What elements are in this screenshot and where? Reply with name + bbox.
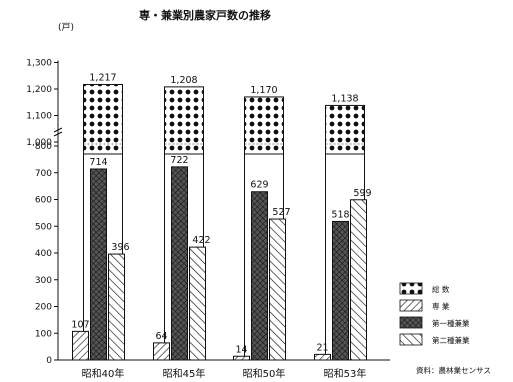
legend-label-total: 総 数	[432, 284, 450, 294]
data-label-total: 1,217	[89, 72, 116, 83]
y-tick-label: 0	[46, 356, 52, 366]
y-tick-label: 100	[35, 329, 52, 339]
axis-break-mark	[53, 131, 63, 137]
bar-total	[325, 104, 365, 155]
y-tick-label: 1,100	[26, 112, 52, 122]
legend-swatch-type1	[399, 316, 423, 329]
data-label-type2-part-time: 527	[272, 207, 290, 218]
data-label-full-time: 107	[71, 319, 89, 330]
y-tick-label: 600	[35, 196, 52, 206]
x-axis: 昭和40年 昭和45年 昭和50年 昭和53年	[82, 367, 367, 380]
y-tick-label: 200	[35, 303, 52, 313]
y-tick-label: 1,000	[26, 138, 52, 148]
x-tick-label: 昭和40年	[82, 367, 125, 380]
data-label-type2-part-time: 599	[353, 188, 371, 199]
x-tick-label: 昭和53年	[324, 367, 367, 380]
source-note: 資料：農林業センサス	[416, 365, 491, 375]
data-label-total: 1,138	[331, 93, 358, 104]
bar-full-time	[233, 355, 250, 361]
data-label-full-time: 64	[155, 331, 167, 342]
axis-break-mark	[53, 127, 63, 133]
legend-label-type1: 第一種兼業	[432, 318, 470, 328]
legend-label-full-time: 専 業	[432, 301, 450, 311]
bar-type2-part-time	[350, 199, 367, 361]
y-tick-label: 500	[35, 222, 52, 232]
bar-full-time	[153, 342, 170, 361]
legend-label-type2: 第二種兼業	[432, 335, 470, 345]
y-tick-label: 700	[35, 169, 52, 179]
data-label-type1-part-time: 629	[250, 180, 268, 191]
legend-swatch-full-time	[399, 299, 423, 312]
data-label-type2-part-time: 396	[111, 242, 129, 253]
bar-type2-part-time	[189, 246, 206, 361]
data-label-full-time: 21	[316, 342, 328, 353]
legend-swatch-type2	[399, 333, 423, 346]
chart-title: 専・兼業別農家戸数の推移	[139, 8, 271, 22]
legend: 総 数 専 業 第一種兼業 第二種兼業	[399, 282, 470, 346]
y-tick-label: 1,300	[26, 59, 52, 69]
bar-type1-part-time	[171, 166, 188, 361]
data-label-type1-part-time: 714	[89, 157, 107, 168]
legend-swatch-total	[399, 282, 423, 295]
data-labels: 1,217 107 714 396 1,208 64 722 422 1,170 14 629 527…	[71, 72, 371, 355]
data-label-type2-part-time: 422	[192, 235, 210, 246]
data-label-full-time: 14	[235, 344, 247, 355]
bar-type1-part-time	[90, 168, 107, 361]
x-tick-label: 昭和45年	[163, 367, 206, 380]
data-label-total: 1,208	[170, 75, 197, 86]
y-axis-unit: (戸)	[58, 22, 74, 33]
bar-type1-part-time	[251, 191, 268, 361]
bar-type2-part-time	[269, 218, 286, 361]
bar-total	[83, 83, 123, 155]
data-label-type1-part-time: 518	[331, 209, 349, 220]
x-tick-label: 昭和50年	[243, 367, 286, 380]
bar-type1-part-time	[332, 220, 349, 361]
bar-full-time	[72, 330, 89, 361]
y-tick-label: 1,200	[26, 85, 52, 95]
bar-type2-part-time	[108, 253, 125, 361]
plot-area	[72, 83, 367, 361]
bar-total	[164, 86, 204, 155]
y-tick-label: 400	[35, 249, 52, 259]
y-tick-label: 800	[35, 142, 52, 152]
data-label-total: 1,170	[250, 85, 277, 96]
data-label-type1-part-time: 722	[170, 155, 188, 166]
bar-full-time	[314, 353, 331, 361]
bar-total	[244, 96, 284, 155]
y-tick-label: 300	[35, 276, 52, 286]
